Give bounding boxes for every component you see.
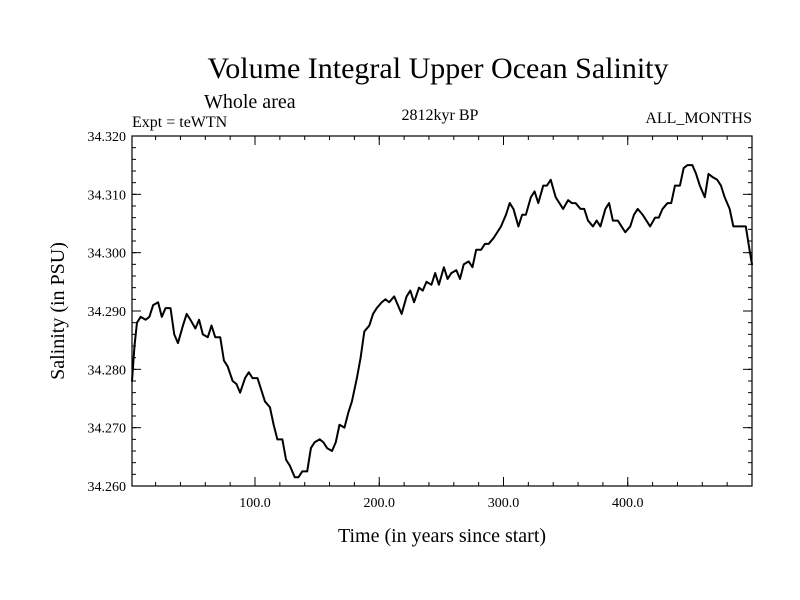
y-tick-label: 34.260	[88, 480, 127, 495]
y-tick-label: 34.310	[88, 188, 127, 203]
axis-ticks	[132, 135, 753, 487]
x-axis-label: Time (in years since start)	[338, 525, 546, 547]
chart-subtitle: Whole area	[204, 91, 296, 113]
y-tick-label: 34.270	[88, 422, 127, 437]
x-tick-label: 100.0	[239, 496, 271, 511]
y-tick-label: 34.320	[88, 130, 127, 145]
x-tick-labels: 100.0 200.0 300.0 400.0	[239, 496, 643, 511]
x-tick-label: 200.0	[364, 496, 396, 511]
period-label: 2812kyr BP	[402, 107, 479, 124]
plot-frame	[131, 135, 753, 487]
y-tick-label: 34.280	[88, 363, 127, 378]
x-tick-label: 300.0	[488, 496, 520, 511]
y-tick-label: 34.290	[88, 305, 127, 320]
y-tick-labels: 34.260 34.270 34.280 34.290 34.300 34.310 34.3…	[88, 130, 127, 495]
x-tick-label: 400.0	[612, 496, 644, 511]
chart-title: Volume Integral Upper Ocean Salinity	[208, 52, 669, 85]
months-label: ALL_MONTHS	[645, 110, 752, 127]
salinity-series-line	[131, 164, 753, 479]
y-axis-label: Salinity (in PSU)	[47, 242, 69, 380]
y-tick-label: 34.300	[88, 247, 127, 262]
experiment-label: Expt = teWTN	[132, 114, 228, 131]
